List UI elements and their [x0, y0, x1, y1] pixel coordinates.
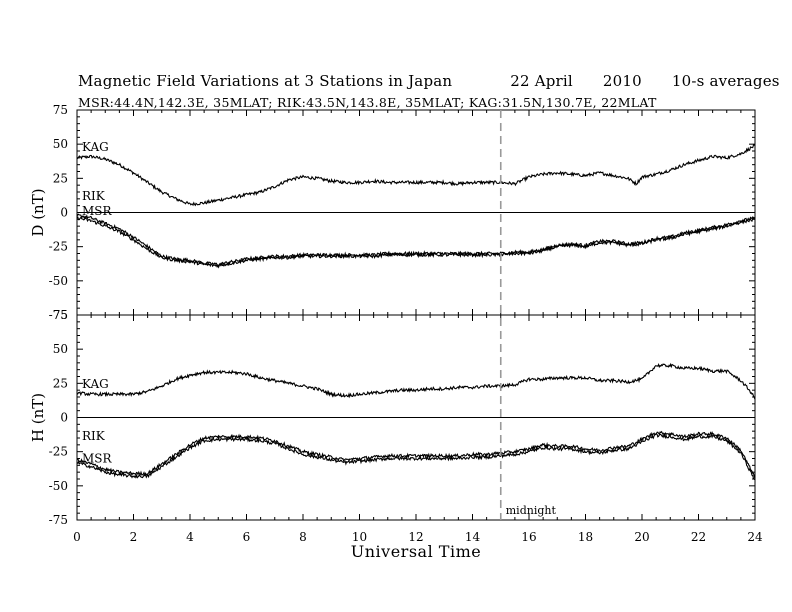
- y-tick-label: -75: [49, 513, 68, 527]
- x-tick-label: 0: [73, 530, 81, 544]
- y-tick-label: 50: [53, 342, 68, 356]
- chart-date: 22 April: [510, 72, 573, 90]
- y-tick-label: -25: [49, 445, 68, 459]
- x-tick-label: 14: [465, 530, 481, 544]
- series-label-kag: KAG: [82, 377, 109, 391]
- y-tick-label: 0: [60, 411, 68, 425]
- series-label-rik: RIK: [82, 429, 106, 443]
- y-tick-label: 25: [53, 376, 68, 390]
- x-tick-label: 8: [299, 530, 307, 544]
- chart-title-text: Magnetic Field Variations at 3 Stations …: [78, 72, 453, 90]
- series-label-msr: MSR: [82, 452, 113, 466]
- series-line-msr: [76, 216, 756, 269]
- y-axis-label: D (nT): [29, 188, 47, 236]
- x-axis-label: Universal Time: [351, 542, 481, 561]
- x-tick-label: 2: [130, 530, 138, 544]
- series-line-msr: [76, 433, 756, 481]
- y-tick-label: 25: [53, 171, 68, 185]
- chart-year: 2010: [602, 72, 642, 90]
- chart-subtitle: MSR:44.4N,142.3E, 35MLAT; RIK:43.5N,143.…: [78, 95, 657, 110]
- y-tick-label: 0: [60, 206, 68, 220]
- x-tick-label: 24: [747, 530, 763, 544]
- series-label-rik: RIK: [82, 189, 106, 203]
- x-tick-label: 12: [408, 530, 423, 544]
- y-tick-label: -50: [49, 479, 68, 493]
- x-tick-label: 4: [186, 530, 194, 544]
- chart-averaging: 10-s averages: [671, 72, 780, 90]
- x-tick-label: 6: [243, 530, 251, 544]
- series-line-kag: [76, 143, 756, 207]
- y-tick-label: 75: [53, 103, 68, 117]
- y-axis-label: H (nT): [29, 393, 47, 442]
- panel-h: 75 50 25 0 -25 -50 -75 H (nT) KAG RIK MSR: [29, 308, 756, 527]
- x-tick-label: 10: [352, 530, 367, 544]
- series-label-kag: KAG: [82, 140, 109, 154]
- series-line-rik: [76, 430, 756, 480]
- x-tick-label: 22: [691, 530, 706, 544]
- y-tick-label: 75: [53, 308, 68, 322]
- chart-title: Magnetic Field Variations at 3 Stations …: [78, 72, 780, 90]
- midnight-label: midnight: [506, 504, 557, 517]
- x-tick-label: 16: [521, 530, 536, 544]
- y-tick-label: -25: [49, 240, 68, 254]
- series-label-msr: MSR: [82, 204, 113, 218]
- series-line-kag: [76, 362, 756, 400]
- x-tick-label: 18: [578, 530, 593, 544]
- y-tick-label: 50: [53, 137, 68, 151]
- x-tick-label: 20: [634, 530, 649, 544]
- y-tick-label: -75: [49, 308, 68, 322]
- series-line-rik: [76, 213, 756, 267]
- y-tick-label: -50: [49, 274, 68, 288]
